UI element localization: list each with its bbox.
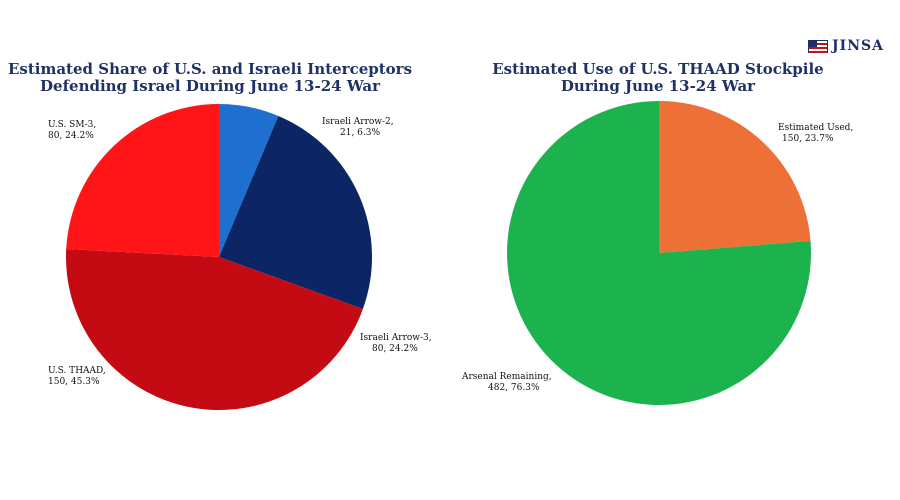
jinsa-logo: JINSA	[808, 38, 884, 54]
left-chart-title-line-2: Defending Israel During June 13-24 War	[40, 77, 380, 95]
pie-slice-israeli-arrow-2	[219, 104, 279, 257]
us-israel-flag-icon	[808, 39, 829, 53]
right-chart-title-line-2: During June 13-24 War	[560, 77, 756, 95]
label-arsenal-remaining: Arsenal Remaining, 482, 76.3%	[461, 372, 555, 393]
interceptor-share-pie	[66, 104, 372, 411]
pie-slice-estimated-used	[659, 101, 811, 253]
label-israeli-arrow-2: Israeli Arrow-2, 21, 6.3%	[322, 117, 397, 138]
label-israeli-arrow-3-line-1: Israeli Arrow-3,	[360, 333, 432, 343]
label-israeli-arrow-3-line-2: 80, 24.2%	[372, 344, 418, 354]
pie-slice-arsenal-remaining	[507, 101, 812, 405]
label-israeli-arrow-2-line-1: Israeli Arrow-2,	[322, 117, 394, 127]
label-us-sm-3-line-1: U.S. SM-3,	[48, 120, 96, 130]
label-israeli-arrow-3: Israeli Arrow-3, 80, 24.2%	[360, 333, 435, 354]
label-arsenal-remaining-line-2: 482, 76.3%	[488, 383, 540, 393]
label-us-thaad: U.S. THAAD, 150, 45.3%	[48, 366, 109, 387]
label-estimated-used-line-1: Estimated Used,	[778, 123, 853, 133]
label-estimated-used-line-2: 150, 23.7%	[782, 134, 834, 144]
label-us-thaad-line-2: 150, 45.3%	[48, 377, 100, 387]
left-chart-title-line-1: Estimated Share of U.S. and Israeli Inte…	[7, 60, 413, 78]
pie-slice-u-s-sm-3	[66, 104, 219, 257]
left-chart-title: Estimated Share of U.S. and Israeli Inte…	[0, 61, 420, 95]
label-us-sm-3: U.S. SM-3, 80, 24.2%	[48, 120, 99, 141]
pie-slice-u-s-thaad	[66, 249, 363, 411]
right-chart-title: Estimated Use of U.S. THAAD Stockpile Du…	[448, 61, 868, 95]
label-arsenal-remaining-line-1: Arsenal Remaining,	[461, 372, 552, 382]
thaad-stockpile-pie	[507, 101, 812, 405]
right-chart-title-line-1: Estimated Use of U.S. THAAD Stockpile	[492, 60, 824, 78]
label-estimated-used: Estimated Used, 150, 23.7%	[778, 123, 856, 144]
label-us-thaad-line-1: U.S. THAAD,	[48, 366, 106, 376]
label-us-sm-3-line-2: 80, 24.2%	[48, 131, 94, 141]
label-israeli-arrow-2-line-2: 21, 6.3%	[340, 128, 380, 138]
logo-text: JINSA	[832, 38, 884, 54]
pie-slice-israeli-arrow-3	[219, 115, 372, 309]
